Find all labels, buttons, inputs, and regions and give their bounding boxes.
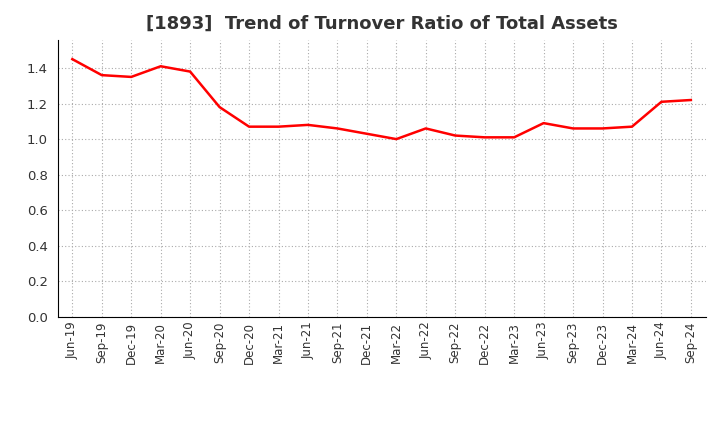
- Title: [1893]  Trend of Turnover Ratio of Total Assets: [1893] Trend of Turnover Ratio of Total …: [145, 15, 618, 33]
